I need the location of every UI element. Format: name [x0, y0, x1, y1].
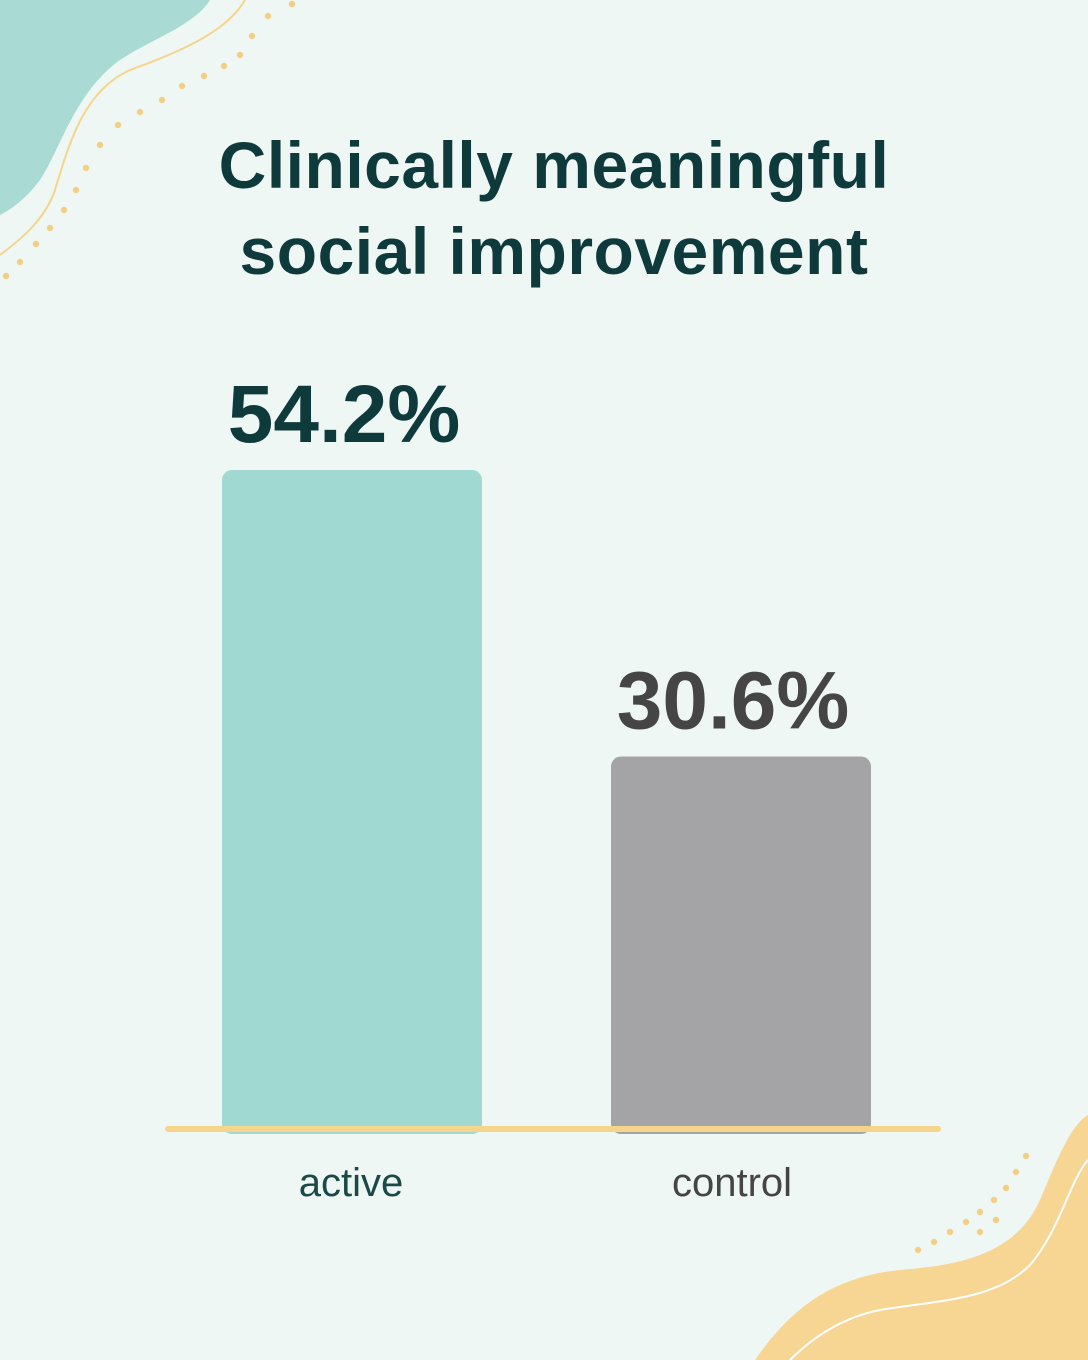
- decor-dot: [976, 1228, 984, 1236]
- chart-title-line-1: Clinically meaningful: [218, 128, 890, 202]
- decor-dot: [72, 186, 80, 194]
- top-left-curve-line: [0, 0, 246, 256]
- bottom-right-curve-line: [789, 1159, 1088, 1360]
- decor-dot: [962, 1218, 970, 1226]
- decor-dot: [2, 272, 10, 280]
- decor-dot: [200, 72, 208, 80]
- decor-dot: [288, 0, 296, 8]
- decor-dot: [992, 1216, 1000, 1224]
- decor-dot: [16, 258, 24, 266]
- decor-dot: [930, 1238, 938, 1246]
- category-label-control: control: [672, 1161, 792, 1205]
- decor-dot: [114, 121, 122, 129]
- decor-dot: [60, 206, 68, 214]
- top-left-teal-blob: [0, 0, 210, 215]
- decor-dot: [82, 164, 90, 172]
- value-label-active: 54.2%: [228, 369, 461, 460]
- bar-active: [222, 470, 482, 1135]
- decor-dot: [946, 1228, 954, 1236]
- decor-dot: [990, 1196, 998, 1204]
- chart-title-line-2: social improvement: [239, 214, 869, 288]
- bottom-right-dots: [914, 1152, 1030, 1254]
- decor-dot: [46, 224, 54, 232]
- top-left-dots: [2, 0, 296, 280]
- decor-dot: [976, 1208, 984, 1216]
- bar-control: [611, 756, 871, 1134]
- value-label-control: 30.6%: [617, 656, 850, 747]
- bottom-right-peach-blob: [755, 1115, 1088, 1360]
- decor-dot: [136, 108, 144, 116]
- decor-dot: [248, 32, 256, 40]
- decor-dot: [236, 51, 244, 59]
- decor-dot: [178, 82, 186, 90]
- decor-dot: [1012, 1168, 1020, 1176]
- decor-dot: [1002, 1184, 1010, 1192]
- chart-baseline: [165, 1126, 941, 1132]
- decor-dot: [1022, 1152, 1030, 1160]
- decor-dot: [220, 62, 228, 70]
- decor-dot: [32, 240, 40, 248]
- decor-dot: [158, 96, 166, 104]
- decor-dot: [914, 1246, 922, 1254]
- decor-dot: [264, 12, 272, 20]
- category-label-active: active: [299, 1161, 404, 1205]
- chart-title: Clinically meaningful social improvement: [0, 122, 1088, 294]
- decor-dot: [96, 141, 104, 149]
